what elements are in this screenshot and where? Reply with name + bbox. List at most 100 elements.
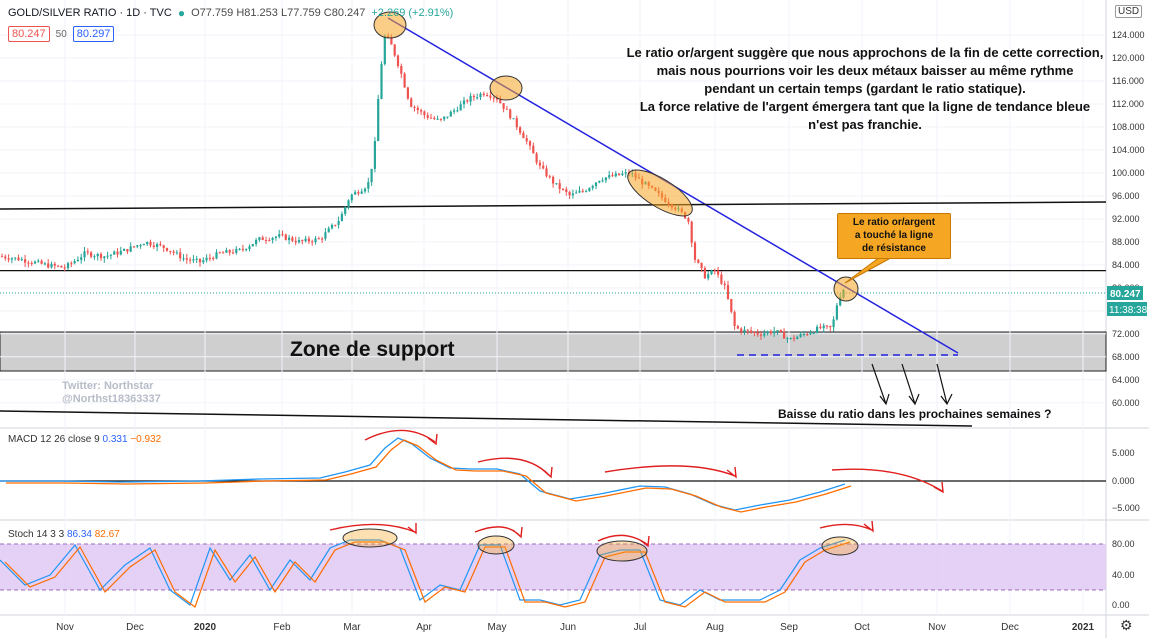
candle-body [228, 250, 231, 253]
candle-body [525, 138, 528, 142]
candle-body [509, 109, 512, 119]
candle-body [522, 132, 525, 139]
candle-body [416, 107, 419, 111]
candle-body [726, 285, 730, 299]
candle-body [700, 262, 703, 269]
sell-price-box[interactable]: 80.247 [8, 26, 50, 42]
macd-legend: MACD 12 26 close 9 0.331 −0.932 [8, 434, 161, 445]
candle-body [222, 252, 225, 254]
candle-body [80, 257, 83, 260]
candle-body [330, 224, 334, 229]
black-trendline-upper [0, 201, 1107, 210]
stoch-ellipse [596, 540, 648, 562]
candle-body [839, 297, 842, 306]
candle-body [337, 221, 340, 225]
candle-body [159, 244, 162, 246]
time-tick-label: Jul [634, 622, 647, 633]
candle-body [776, 330, 779, 332]
price-tick-label: 116.000 [1112, 76, 1144, 86]
candle-body [152, 245, 155, 247]
candle-body [146, 241, 149, 245]
candle-body [406, 87, 409, 99]
candle-body [433, 117, 436, 120]
candle-body [317, 238, 320, 240]
macd-label[interactable]: MACD 12 26 close 9 [8, 434, 100, 445]
candle-body [241, 248, 244, 250]
candle-body [453, 110, 456, 112]
candle-body [459, 104, 462, 111]
time-tick-label: Oct [854, 622, 870, 633]
buy-price-box[interactable]: 80.297 [72, 26, 115, 42]
candle-body [423, 111, 426, 116]
candle-body [608, 175, 611, 178]
candle-body [773, 331, 776, 334]
currency-label[interactable]: USD [1115, 5, 1143, 18]
macd-arcs [364, 429, 944, 494]
annotation-line: Le ratio or/argent suggère que nous appr… [626, 45, 1104, 60]
stoch-lines [0, 539, 851, 608]
candle-body [212, 257, 215, 259]
candle-body [736, 326, 739, 329]
candle-body [327, 228, 330, 233]
candle-body [532, 145, 535, 154]
symbol-title[interactable]: GOLD/SILVER RATIO · 1D · TVC [8, 7, 172, 19]
candle-body [238, 248, 241, 250]
time-tick-label: Nov [56, 622, 74, 633]
time-tick-label: Jun [560, 622, 576, 633]
candle-body [255, 239, 258, 244]
candle-body [604, 177, 607, 181]
candle-body [43, 263, 46, 265]
candle-body [307, 238, 310, 242]
candle-body [796, 336, 799, 340]
candle-body [106, 255, 109, 257]
callout-line: Le ratio or/argent [852, 217, 936, 228]
candle-body [99, 253, 103, 259]
candle-body [723, 283, 726, 286]
arc-arrow-icon [477, 457, 553, 479]
candle-body [175, 252, 178, 254]
stoch-arcs [329, 520, 874, 548]
candle-body [400, 66, 403, 74]
candle-body [301, 240, 304, 242]
candle-body [215, 252, 218, 259]
time-axis[interactable]: Nov Dec 2020 Feb Mar Apr May Jun Jul Aug Sep Oct Nov… [56, 622, 1094, 633]
candle-body [40, 260, 43, 264]
candle-body [819, 326, 822, 329]
macd-tick-label: 5.000 [1112, 448, 1135, 458]
callout-line: de résistance [862, 243, 926, 254]
stoch-axis[interactable]: 80.00 40.00 0.00 [1112, 539, 1135, 610]
time-tick-label: Aug [706, 622, 724, 633]
candle-body [479, 93, 482, 98]
candle-body [192, 259, 195, 261]
candle-body [83, 251, 86, 258]
time-tick-label: Mar [343, 622, 361, 633]
candle-body [588, 188, 591, 192]
candle-body [185, 258, 188, 260]
candle-body [195, 258, 198, 260]
candle-body [274, 236, 277, 238]
candle-body [245, 249, 248, 251]
price-tick-label: 72.000 [1112, 329, 1140, 339]
candle-body [7, 258, 10, 260]
candle-body [512, 118, 515, 120]
gear-icon[interactable]: ⚙ [1120, 617, 1133, 633]
candle-body [235, 248, 238, 253]
candle-body [717, 270, 720, 275]
price-tick-label: 104.000 [1112, 145, 1145, 155]
candle-body [594, 182, 598, 186]
stoch-label[interactable]: Stoch 14 3 3 [8, 529, 65, 540]
price-change: +2.269 (+2.91%) [371, 7, 454, 19]
arc-arrow-icon [831, 468, 944, 494]
status-dot-icon: ● [177, 6, 186, 20]
time-tick-label: Dec [126, 622, 144, 633]
current-price-value: 80.247 [1110, 289, 1141, 300]
annotation-line: mais nous pourrions voir les deux métaux… [656, 63, 1074, 78]
candle-body [50, 263, 53, 268]
time-tick-label: 2021 [1072, 622, 1095, 633]
arc-arrow-icon [819, 520, 874, 533]
candle-body [208, 257, 211, 259]
candle-body [347, 200, 350, 208]
candle-body [750, 330, 753, 333]
macd-axis[interactable]: 5.000 0.000 −5.000 [1112, 448, 1140, 513]
candle-body [462, 100, 466, 105]
